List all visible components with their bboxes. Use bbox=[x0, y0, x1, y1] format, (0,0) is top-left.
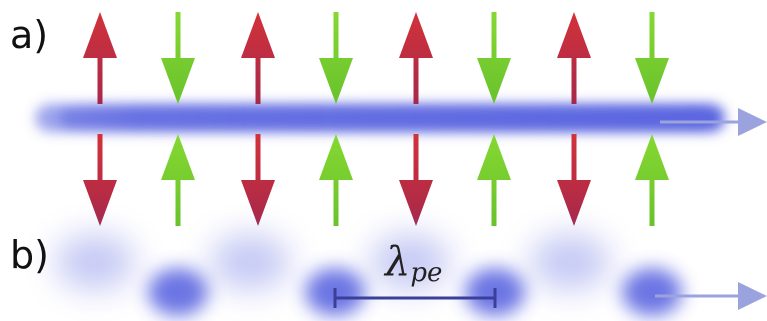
density-peak bbox=[148, 268, 208, 316]
panel-label-b: b) bbox=[10, 233, 49, 277]
field-arrow-green-up bbox=[319, 134, 353, 226]
field-arrow-red-up bbox=[557, 12, 591, 104]
field-arrow-red-down bbox=[241, 134, 275, 226]
field-arrow-green-down bbox=[635, 12, 669, 104]
right-arrow-icon bbox=[738, 282, 767, 310]
panel-a bbox=[35, 12, 767, 226]
beam-core bbox=[60, 110, 710, 126]
field-arrow-red-down bbox=[557, 134, 591, 226]
density-background bbox=[55, 234, 610, 290]
field-arrow-red-down bbox=[399, 134, 433, 226]
field-arrow-green-up bbox=[161, 134, 195, 226]
field-arrow-green-down bbox=[319, 12, 353, 104]
propagation-arrow-b bbox=[655, 282, 767, 310]
wavelength-symbol: λ bbox=[385, 239, 411, 285]
field-arrow-green-up bbox=[635, 134, 669, 226]
field-arrow-red-down bbox=[83, 134, 117, 226]
wavelength-scale-bar bbox=[333, 288, 497, 308]
field-arrows bbox=[83, 12, 669, 226]
field-arrow-red-up bbox=[83, 12, 117, 104]
panel-b bbox=[55, 234, 767, 316]
wavelength-subscript: pe bbox=[410, 258, 443, 288]
panel-label-a: a) bbox=[10, 13, 49, 57]
density-peaks bbox=[148, 268, 682, 316]
field-arrow-green-down bbox=[161, 12, 195, 104]
field-arrow-red-up bbox=[399, 12, 433, 104]
field-arrow-green-down bbox=[477, 12, 511, 104]
wavelength-label: λpe bbox=[385, 242, 442, 286]
right-arrow-icon bbox=[738, 108, 767, 136]
density-peak bbox=[622, 268, 682, 316]
field-arrow-red-up bbox=[241, 12, 275, 104]
propagation-arrow-a bbox=[660, 108, 767, 136]
field-arrow-green-up bbox=[477, 134, 511, 226]
